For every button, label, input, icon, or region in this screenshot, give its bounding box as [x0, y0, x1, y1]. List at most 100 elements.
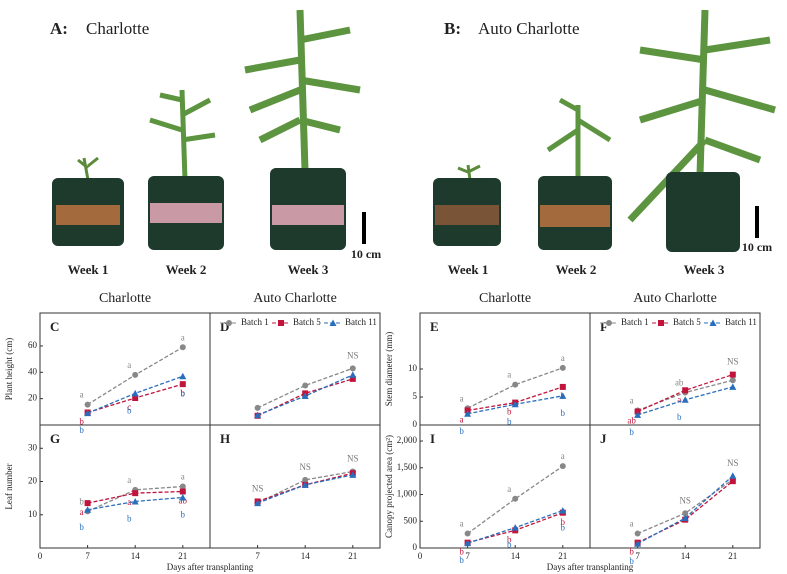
- x-tick-label: 7: [465, 551, 470, 561]
- marker: [729, 377, 736, 384]
- series-line: [257, 470, 353, 504]
- marker: [349, 375, 356, 382]
- marker: [254, 411, 262, 419]
- panel-title: Charlotte: [479, 291, 531, 306]
- marker: [681, 514, 689, 522]
- panel-title: Charlotte: [99, 291, 151, 306]
- photo-b: [433, 9, 776, 252]
- significance-label: a: [460, 415, 464, 425]
- x-tick-label: 14: [681, 551, 691, 561]
- marker: [179, 372, 187, 380]
- marker: [84, 409, 92, 417]
- marker: [301, 392, 309, 400]
- marker: [254, 404, 261, 411]
- week-label: Week 1: [68, 262, 109, 277]
- y-axis-label: Leaf number: [4, 463, 14, 509]
- significance-label: a: [561, 353, 565, 363]
- marker: [729, 472, 737, 479]
- x-tick-label: 21: [348, 551, 357, 561]
- significance-label: a: [460, 393, 464, 403]
- marker: [729, 383, 737, 390]
- significance-label: c: [127, 402, 131, 412]
- significance-label: NS: [299, 462, 311, 472]
- marker: [131, 497, 139, 505]
- significance-label: b: [79, 522, 84, 532]
- significance-label: b: [629, 547, 634, 557]
- legend-marker: [606, 320, 612, 326]
- legend-label: Batch 11: [345, 317, 377, 327]
- panel-letter: J: [600, 431, 607, 446]
- significance-label: b: [79, 425, 84, 435]
- significance-label: b: [507, 540, 512, 550]
- marker: [132, 371, 139, 378]
- panel-letter: I: [430, 431, 435, 446]
- legend-label: Batch 5: [293, 317, 321, 327]
- marker: [464, 410, 472, 417]
- x-axis-label: Days after transplanting: [547, 562, 634, 572]
- marker: [179, 381, 186, 388]
- series-line: [87, 485, 183, 513]
- week-label: Week 3: [288, 262, 329, 277]
- panel-letter: C: [50, 319, 59, 334]
- marker: [349, 365, 356, 372]
- panel-frame: [589, 312, 761, 426]
- y-tick-label: 0: [413, 419, 418, 429]
- scale-label: 10 cm: [742, 240, 772, 254]
- marker: [132, 394, 139, 401]
- panel-letter: G: [50, 431, 60, 446]
- marker: [512, 495, 519, 502]
- marker: [84, 506, 92, 513]
- marker: [681, 396, 689, 403]
- legend-label: Batch 11: [725, 317, 757, 327]
- marker: [179, 493, 187, 501]
- significance-label: a: [127, 360, 131, 370]
- marker: [179, 483, 186, 490]
- legend-marker: [709, 319, 717, 326]
- significance-label: b: [459, 426, 464, 436]
- marker: [464, 539, 472, 547]
- significance-label: a: [630, 396, 634, 406]
- marker: [559, 364, 566, 371]
- legend-marker: [658, 320, 664, 326]
- x-tick-label: 21: [728, 551, 737, 561]
- series-line: [467, 465, 564, 535]
- week-label: Week 1: [448, 262, 489, 277]
- y-tick-label: 30: [28, 442, 38, 452]
- marker: [559, 463, 566, 470]
- marker: [511, 524, 519, 531]
- x-tick-label: 7: [255, 551, 260, 561]
- marker: [559, 383, 566, 390]
- significance-label: a: [181, 332, 185, 342]
- significance-label: b: [459, 555, 464, 565]
- y-tick-label: 2,000: [397, 435, 418, 445]
- panel-frame: [209, 424, 381, 549]
- significance-label: a: [507, 370, 511, 380]
- marker: [682, 510, 689, 517]
- y-tick-label: 0: [413, 542, 418, 552]
- y-tick-label: 500: [404, 515, 418, 525]
- significance-label: b: [181, 388, 186, 398]
- panel-frame: [589, 424, 761, 549]
- legend-label: Batch 1: [241, 317, 269, 327]
- x-tick-label: 0: [418, 551, 423, 561]
- significance-label: a: [460, 519, 464, 529]
- x-tick-label: 7: [635, 551, 640, 561]
- significance-label: a: [677, 394, 681, 404]
- significance-label: b: [677, 412, 682, 422]
- y-tick-label: 1,500: [397, 462, 418, 472]
- x-tick-label: 14: [131, 551, 141, 561]
- y-tick-label: 1,000: [397, 489, 418, 499]
- y-axis-label: Canopy projected area (cm²): [384, 435, 394, 538]
- legend-marker: [278, 320, 284, 326]
- marker: [179, 488, 186, 495]
- y-tick-label: 60: [28, 340, 38, 350]
- marker: [682, 387, 689, 394]
- significance-label: ab: [627, 416, 636, 426]
- week-label: Week 2: [556, 262, 597, 277]
- series-line: [257, 378, 353, 417]
- significance-label: a: [630, 519, 634, 529]
- significance-label: b: [561, 517, 566, 527]
- y-tick-label: 20: [28, 476, 38, 486]
- photo-title: Charlotte: [86, 19, 149, 38]
- photo-a: [52, 9, 366, 250]
